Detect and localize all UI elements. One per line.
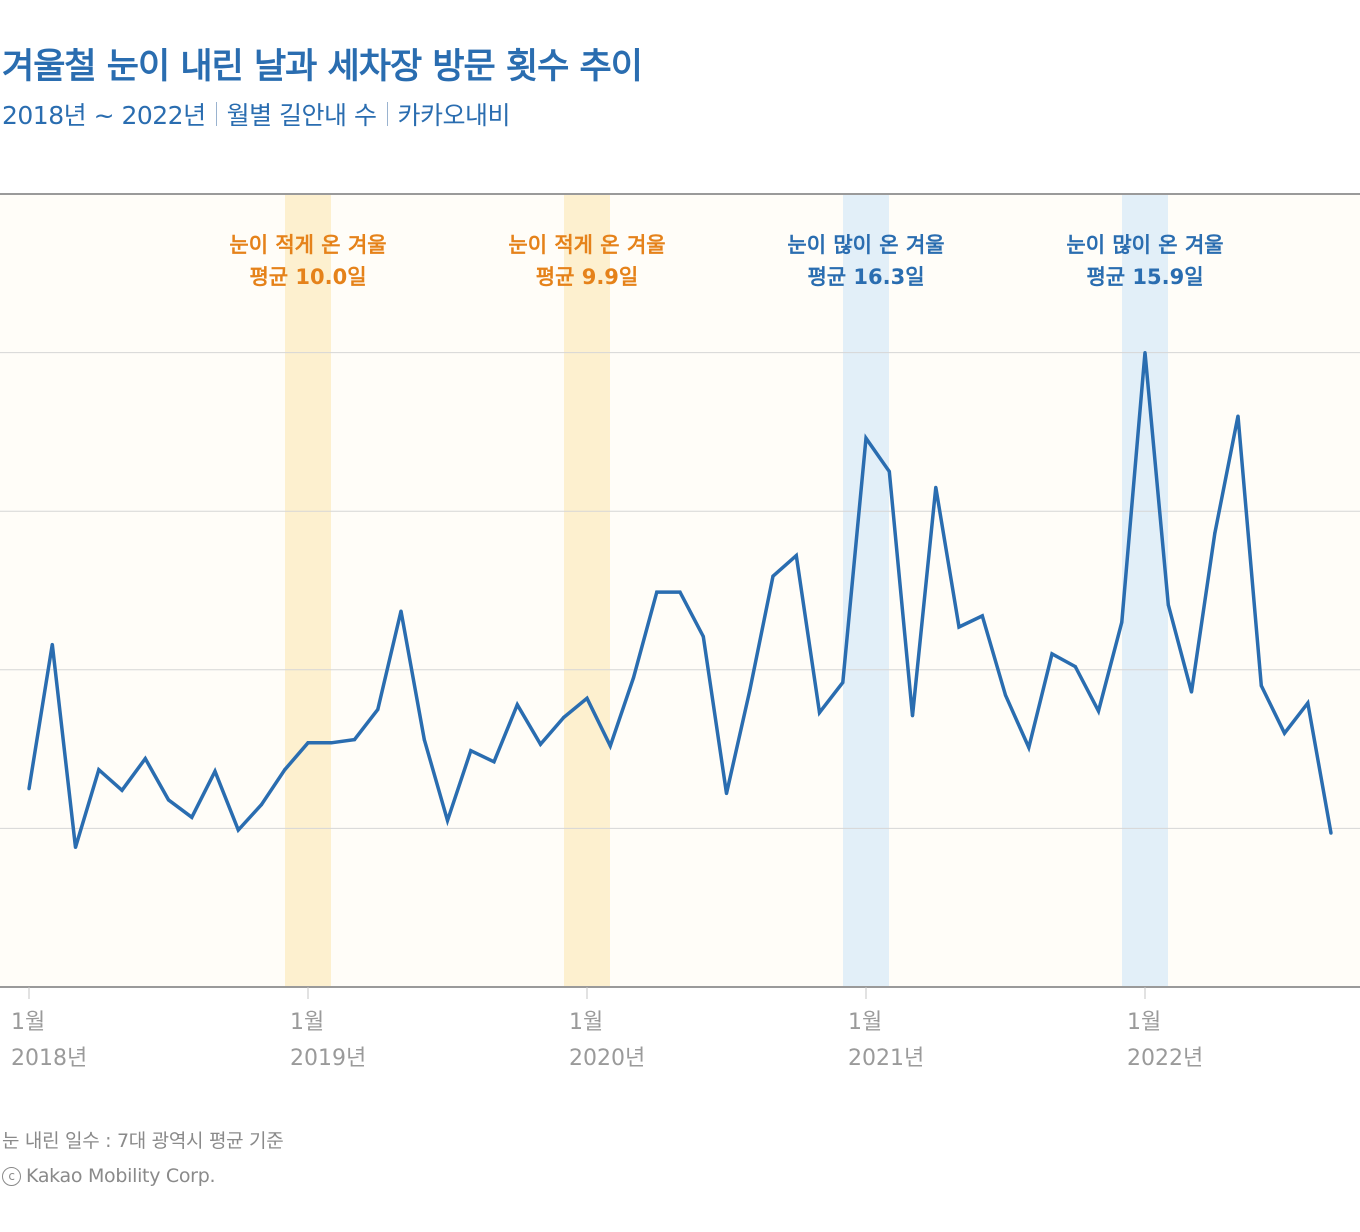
subtitle-divider (386, 102, 388, 126)
winter-highlight-band (1122, 194, 1168, 987)
data-point (585, 696, 589, 700)
x-tick-label-year: 2022년 (1127, 1046, 1203, 1071)
subtitle-divider (215, 102, 217, 126)
data-point (445, 818, 450, 823)
data-point (957, 625, 961, 629)
subtitle-period: 2018년 ~ 2022년 (2, 101, 206, 130)
data-point (492, 760, 496, 764)
data-point (1329, 831, 1333, 835)
data-point (27, 787, 31, 791)
data-point (1236, 414, 1240, 418)
band-label-title: 눈이 적게 온 겨울 (229, 233, 386, 257)
data-point (73, 845, 78, 850)
data-point (422, 737, 426, 742)
data-point (399, 609, 403, 613)
data-point (352, 737, 357, 742)
x-tick-label-year: 2021년 (848, 1046, 924, 1071)
chart-subtitle: 2018년 ~ 2022년 월별 길안내 수 카카오내비 (2, 96, 511, 132)
data-point (1073, 665, 1077, 669)
x-tick-label-year: 2018년 (11, 1046, 87, 1071)
data-point (306, 741, 310, 745)
data-point (748, 688, 752, 693)
x-tick-label-year: 2020년 (569, 1046, 645, 1071)
data-point (190, 815, 194, 819)
x-tick-label-month: 1월 (11, 1010, 45, 1035)
data-point (841, 680, 845, 685)
chart-title: 겨울철 눈이 내린 날과 세차장 방문 횟수 추이 (2, 47, 643, 87)
data-point (678, 590, 682, 594)
winter-highlight-band (564, 194, 610, 987)
data-point (329, 741, 333, 745)
data-point (538, 742, 543, 746)
data-point (562, 715, 566, 719)
copyright: c Kakao Mobility Corp. (2, 1165, 216, 1187)
data-point (50, 642, 54, 647)
data-point (864, 436, 868, 440)
copyright-icon: c (2, 1166, 21, 1186)
x-tick-label-month: 1월 (569, 1010, 603, 1035)
data-point (376, 707, 380, 712)
data-point (213, 769, 217, 773)
data-point (259, 803, 264, 807)
data-point (631, 676, 636, 680)
data-point (1120, 620, 1124, 624)
data-point (1143, 351, 1147, 355)
data-point (166, 798, 171, 802)
data-point (469, 749, 473, 753)
x-tick-label-month: 1월 (290, 1010, 324, 1035)
data-point (887, 469, 891, 474)
data-point (771, 574, 775, 578)
data-point (817, 711, 822, 715)
data-point (724, 791, 729, 796)
data-point (701, 634, 705, 639)
data-point (97, 768, 101, 772)
x-tick-label-month: 1월 (848, 1010, 882, 1035)
band-label-title: 눈이 많이 온 겨울 (787, 233, 944, 257)
data-point (910, 714, 915, 718)
band-label-average: 평균 16.3일 (807, 265, 924, 289)
data-point (1050, 652, 1054, 656)
data-point (934, 485, 938, 490)
data-point (1213, 531, 1217, 536)
copyright-text: Kakao Mobility Corp. (26, 1165, 216, 1187)
subtitle-source: 카카오내비 (397, 101, 511, 130)
data-point (1003, 693, 1008, 697)
winter-highlight-band (285, 194, 331, 987)
data-point (980, 614, 984, 618)
data-point (515, 703, 519, 707)
data-point (1259, 684, 1263, 688)
data-point (655, 590, 659, 594)
data-point (1027, 745, 1031, 750)
data-point (120, 788, 124, 792)
band-label-title: 눈이 적게 온 겨울 (508, 233, 665, 257)
x-tick-label-year: 2019년 (290, 1046, 366, 1071)
band-label-average: 평균 10.0일 (249, 265, 366, 289)
x-tick-label-month: 1월 (1127, 1010, 1161, 1035)
band-label-average: 평균 9.9일 (536, 265, 638, 289)
source-note: 눈 내린 일수 : 7대 광역시 평균 기준 (2, 1130, 284, 1152)
band-label-title: 눈이 많이 온 겨울 (1066, 233, 1223, 257)
band-label-average: 평균 15.9일 (1086, 265, 1203, 289)
data-point (1306, 701, 1310, 705)
subtitle-metric: 월별 길안내 수 (226, 101, 377, 130)
data-point (236, 828, 240, 832)
data-point (1282, 731, 1287, 735)
data-point (283, 768, 287, 772)
data-point (608, 744, 612, 748)
data-point (794, 554, 798, 558)
data-point (143, 757, 147, 761)
data-point (1189, 690, 1194, 694)
data-point (1096, 709, 1101, 713)
data-point (1166, 603, 1170, 607)
